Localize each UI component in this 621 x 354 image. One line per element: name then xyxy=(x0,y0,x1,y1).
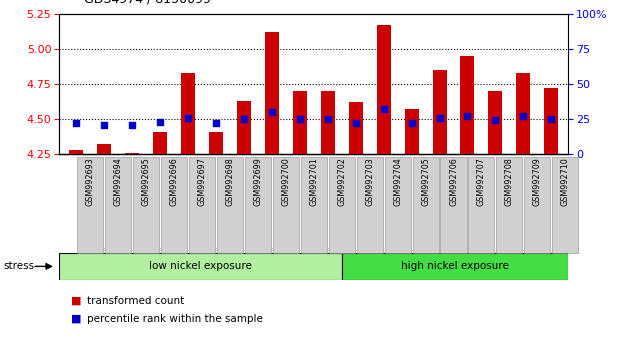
Bar xyxy=(153,132,166,154)
Text: high nickel exposure: high nickel exposure xyxy=(401,261,509,272)
Text: transformed count: transformed count xyxy=(87,296,184,306)
Point xyxy=(323,116,333,122)
Bar xyxy=(320,91,335,154)
Point xyxy=(379,107,389,112)
Point xyxy=(238,116,248,122)
Bar xyxy=(545,88,558,154)
Point xyxy=(546,116,556,122)
Point xyxy=(99,122,109,127)
Text: GSM992697: GSM992697 xyxy=(197,157,206,206)
Text: low nickel exposure: low nickel exposure xyxy=(149,261,252,272)
Point xyxy=(519,113,528,119)
Text: stress: stress xyxy=(3,261,34,272)
Text: GSM992709: GSM992709 xyxy=(533,157,542,206)
Text: ■: ■ xyxy=(71,296,82,306)
Text: GDS4974 / 8150099: GDS4974 / 8150099 xyxy=(84,0,211,5)
Bar xyxy=(59,253,342,280)
Bar xyxy=(348,102,363,154)
Point xyxy=(155,119,165,125)
Text: GSM992699: GSM992699 xyxy=(253,157,262,206)
Text: GSM992710: GSM992710 xyxy=(561,157,570,206)
Point xyxy=(435,115,445,120)
Text: GSM992700: GSM992700 xyxy=(281,157,290,206)
Point xyxy=(407,120,417,126)
Point xyxy=(266,109,276,115)
Text: GSM992704: GSM992704 xyxy=(393,157,402,206)
Text: GSM992696: GSM992696 xyxy=(169,157,178,206)
Point xyxy=(127,122,137,127)
Bar xyxy=(376,25,391,154)
Text: GSM992698: GSM992698 xyxy=(225,157,234,206)
Text: GSM992705: GSM992705 xyxy=(421,157,430,206)
Point xyxy=(183,115,193,120)
Bar xyxy=(69,150,83,154)
Text: ■: ■ xyxy=(71,314,82,324)
Bar xyxy=(517,73,530,154)
Text: GSM992707: GSM992707 xyxy=(477,157,486,206)
Text: GSM992695: GSM992695 xyxy=(141,157,150,206)
Text: GSM992694: GSM992694 xyxy=(113,157,122,206)
Bar xyxy=(97,144,111,154)
Bar xyxy=(181,73,195,154)
Bar xyxy=(292,91,307,154)
Bar xyxy=(237,101,251,154)
Point xyxy=(294,116,304,122)
Text: GSM992702: GSM992702 xyxy=(337,157,346,206)
Bar xyxy=(432,70,446,154)
Text: percentile rank within the sample: percentile rank within the sample xyxy=(87,314,263,324)
Point xyxy=(491,118,501,123)
Text: GSM992708: GSM992708 xyxy=(505,157,514,206)
Point xyxy=(351,120,361,126)
Bar xyxy=(265,32,279,154)
Bar xyxy=(209,132,223,154)
Point xyxy=(71,120,81,126)
Point xyxy=(463,113,473,119)
Text: GSM992706: GSM992706 xyxy=(449,157,458,206)
Bar xyxy=(461,56,474,154)
Text: GSM992701: GSM992701 xyxy=(309,157,318,206)
Text: GSM992703: GSM992703 xyxy=(365,157,374,206)
Bar xyxy=(125,153,138,154)
Point xyxy=(211,120,220,126)
Bar xyxy=(489,91,502,154)
Text: GSM992693: GSM992693 xyxy=(85,157,94,206)
Bar xyxy=(404,109,419,154)
Bar xyxy=(342,253,568,280)
